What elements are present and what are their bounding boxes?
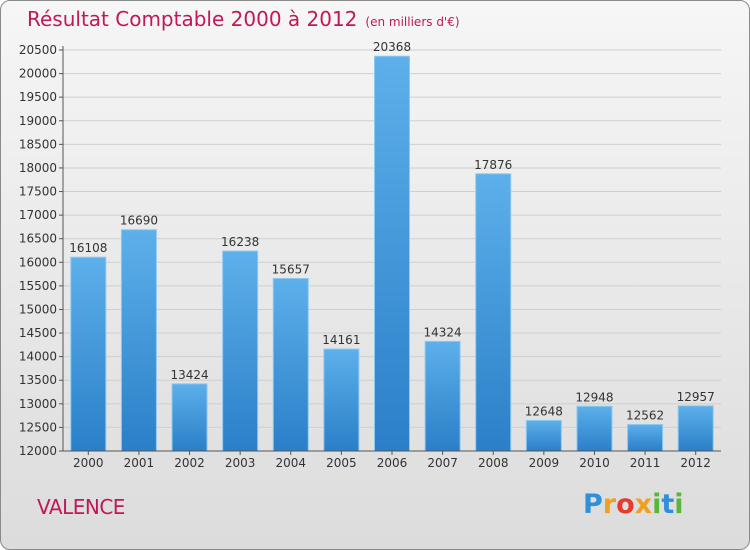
- y-tick-label: 17000: [19, 208, 57, 222]
- data-label: 13424: [170, 368, 208, 382]
- y-tick-label: 19000: [19, 114, 57, 128]
- y-tick-label: 17500: [19, 185, 57, 199]
- bar: [627, 423, 664, 452]
- x-tick-label: 2005: [326, 456, 357, 470]
- x-tick-label: 2008: [478, 456, 509, 470]
- x-tick-label: 2009: [529, 456, 560, 470]
- bar: [272, 277, 309, 452]
- logo-char: x: [634, 489, 653, 520]
- x-tick-label: 2012: [680, 456, 711, 470]
- y-tick-label: 16500: [19, 232, 57, 246]
- data-label: 12562: [626, 408, 664, 422]
- data-label: 15657: [272, 262, 310, 276]
- y-tick-label: 15000: [19, 302, 57, 316]
- x-tick-label: 2011: [630, 456, 661, 470]
- data-label: 17876: [474, 158, 512, 172]
- x-tick-label: 2003: [225, 456, 256, 470]
- y-tick-label: 20500: [19, 43, 57, 57]
- bar: [120, 229, 157, 452]
- logo-char: t: [661, 489, 675, 520]
- data-label: 12948: [575, 390, 613, 404]
- bar: [475, 173, 512, 452]
- x-tick-label: 2004: [275, 456, 306, 470]
- data-label: 16690: [120, 214, 158, 228]
- bar: [70, 256, 107, 452]
- logo-char: i: [674, 489, 684, 520]
- x-tick-label: 2000: [73, 456, 104, 470]
- data-label: 14324: [424, 325, 462, 339]
- chart-title: Résultat Comptable 2000 à 2012 (en millie…: [27, 7, 460, 31]
- chart-subtitle: (en milliers d'€): [365, 15, 460, 29]
- y-tick-label: 14000: [19, 350, 57, 364]
- bar: [525, 419, 562, 452]
- y-tick-label: 14500: [19, 326, 57, 340]
- logo-char: P: [583, 489, 603, 520]
- data-label: 12648: [525, 404, 563, 418]
- y-tick-label: 16000: [19, 255, 57, 269]
- bar: [171, 383, 208, 452]
- y-tick-label: 18000: [19, 161, 57, 175]
- bar: [374, 55, 410, 452]
- location-label: VALENCE: [37, 495, 125, 519]
- data-label: 20368: [373, 40, 411, 54]
- bar: [222, 250, 259, 452]
- logo-char: o: [616, 489, 635, 520]
- y-tick-label: 12000: [19, 444, 57, 458]
- y-tick-label: 19500: [19, 90, 57, 104]
- x-tick-label: 2002: [174, 456, 205, 470]
- y-tick-label: 15500: [19, 279, 57, 293]
- data-label: 14161: [322, 333, 360, 347]
- x-tick-label: 2010: [579, 456, 610, 470]
- proxiti-logo: Proxiti: [583, 489, 684, 520]
- x-tick-label: 2006: [377, 456, 408, 470]
- bar: [323, 348, 360, 452]
- y-tick-label: 13500: [19, 373, 57, 387]
- y-tick-label: 13000: [19, 397, 57, 411]
- data-label: 12957: [677, 390, 715, 404]
- logo-char: i: [652, 489, 662, 520]
- y-tick-label: 18500: [19, 137, 57, 151]
- bar: [677, 405, 714, 452]
- y-tick-label: 12500: [19, 420, 57, 434]
- bar: [576, 405, 613, 452]
- bar: [424, 340, 461, 452]
- x-tick-label: 2001: [124, 456, 155, 470]
- logo-char: r: [602, 489, 617, 520]
- y-tick-label: 20000: [19, 67, 57, 81]
- x-tick-label: 2007: [427, 456, 458, 470]
- data-label: 16238: [221, 235, 259, 249]
- chart-title-text: Résultat Comptable 2000 à 2012: [27, 7, 358, 31]
- data-label: 16108: [69, 241, 107, 255]
